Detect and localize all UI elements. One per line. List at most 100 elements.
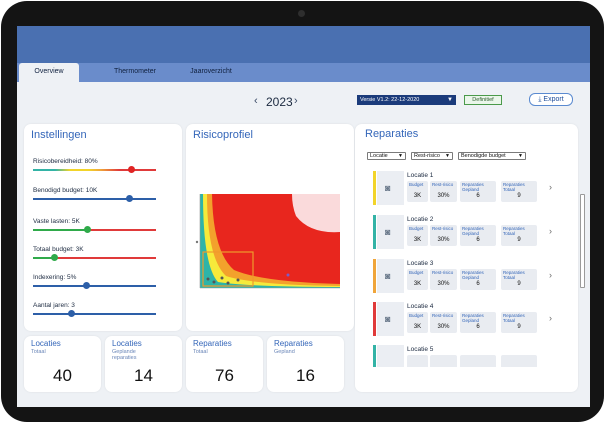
risk-color-bar [373, 345, 376, 367]
header-bar [17, 26, 590, 63]
years-slider[interactable] [33, 310, 156, 317]
metric-label: Reparaties Totaal [503, 313, 525, 323]
kpi-card-repairs-planned: Reparaties Gepland 16 [267, 336, 344, 392]
tab-thermometer[interactable]: Thermometer [113, 68, 156, 75]
risk-color-bar [373, 171, 376, 205]
setting-fixed-costs: Vaste lasten: 5K [33, 218, 163, 233]
metric-value: 3K [413, 237, 422, 243]
chevron-down-icon: ▼ [445, 153, 450, 159]
location-name: Locatie 3 [407, 260, 434, 267]
setting-indexation: Indexering: 5% [33, 274, 163, 289]
slider-handle[interactable] [125, 195, 133, 202]
filter-location[interactable]: Locatie ▼ [367, 152, 406, 160]
setting-label: Aantal jaren: 3 [33, 302, 75, 309]
metric-repairs-total: Reparaties Totaal 9 [501, 269, 537, 290]
fixed-costs-slider[interactable] [33, 226, 156, 233]
metric-value: 6 [476, 281, 480, 287]
metric-label: Reparaties Totaal [503, 270, 525, 280]
kpi-value: 76 [215, 366, 234, 385]
metric-value: 9 [517, 324, 521, 330]
metric-value: 30% [437, 281, 450, 287]
filter-required-budget[interactable]: Benodigde budget ▼ [458, 152, 526, 160]
metric-repairs-planned: Reparaties Gepland 6 [460, 312, 496, 333]
next-year-icon[interactable]: › [294, 95, 298, 107]
required-budget-slider[interactable] [33, 195, 156, 202]
repairs-title: Reparaties [365, 128, 419, 140]
slider-handle[interactable] [50, 254, 58, 261]
risk-profile-panel: Risicoprofiel [186, 124, 354, 331]
slider-handle[interactable] [68, 310, 76, 317]
camera-icon: ◙ [385, 271, 391, 281]
setting-label: Benodigd budget: 10K [33, 187, 98, 194]
prev-year-icon[interactable]: ‹ [254, 95, 258, 107]
version-dropdown[interactable]: Versie V1.2: 22-12-2020 ▼ [357, 95, 456, 105]
metric-repairs-planned: Reparaties Gepland 6 [460, 181, 496, 202]
metric-budget: Budget 3K [407, 269, 428, 290]
metric-budget [407, 355, 428, 367]
status-badge: Definitief [464, 95, 502, 105]
slider-handle[interactable] [84, 226, 92, 233]
chevron-right-icon[interactable]: › [549, 226, 552, 236]
setting-label: Totaal budget: 3K [33, 246, 84, 253]
metric-label: Budget [409, 313, 424, 318]
total-budget-slider[interactable] [33, 254, 156, 261]
setting-label: Vaste lasten: 5K [33, 218, 80, 225]
metric-budget: Budget 3K [407, 312, 428, 333]
slider-handle[interactable] [128, 166, 136, 173]
risk-color-bar [373, 259, 376, 293]
location-name: Locatie 1 [407, 172, 434, 179]
metric-value: 30% [437, 324, 450, 330]
data-point [206, 277, 210, 281]
export-label: Export [543, 96, 564, 103]
metric-rest-risk: Rest-risico 30% [430, 181, 457, 202]
metric-value: 3K [413, 193, 422, 199]
metric-label: Reparaties Gepland [462, 226, 484, 236]
metric-repairs-planned: Reparaties Gepland 6 [460, 225, 496, 246]
repair-list-item[interactable]: ◙ Locatie 2 Budget 3K Rest-risico 30% Repa… [373, 215, 565, 249]
camera-icon: ◙ [385, 314, 391, 324]
repair-list-item[interactable]: ◙ Locatie 3 Budget 3K Rest-risico 30% Repa… [373, 259, 565, 293]
repair-list-item[interactable]: Locatie 5 [373, 345, 565, 367]
export-button[interactable]: ⤓ Export [529, 93, 573, 106]
metric-budget: Budget 3K [407, 225, 428, 246]
tab-overview[interactable]: Overview [19, 63, 79, 82]
chevron-right-icon[interactable]: › [549, 182, 552, 192]
setting-years: Aantal jaren: 3 [33, 302, 163, 317]
data-point [220, 276, 224, 280]
metric-label: Reparaties Gepland [462, 182, 484, 192]
chevron-down-icon: ▼ [398, 153, 403, 159]
chevron-right-icon[interactable]: › [549, 270, 552, 280]
chevron-right-icon[interactable]: › [549, 313, 552, 323]
data-point [226, 281, 230, 285]
kpi-card-locations-total: Locaties Totaal 40 [24, 336, 101, 392]
tab-jaaroverzicht[interactable]: Jaaroverzicht [190, 68, 232, 75]
indexation-slider[interactable] [33, 282, 156, 289]
metric-label: Rest-risico [432, 226, 454, 231]
metric-value: 6 [476, 193, 480, 199]
location-photo: ◙ [377, 259, 404, 293]
metric-label: Rest-risico [432, 182, 454, 187]
metric-value: 9 [517, 237, 521, 243]
repair-list-item[interactable]: ◙ Locatie 4 Budget 3K Rest-risico 30% Repa… [373, 302, 565, 336]
filter-rest-risk[interactable]: Rest-risico ▼ [411, 152, 453, 160]
repair-list-item[interactable]: ◙ Locatie 1 Budget 3K Rest-risico 30% Repa… [373, 171, 565, 205]
metric-label: Budget [409, 270, 424, 275]
risk-color-bar [373, 215, 376, 249]
setting-total-budget: Totaal budget: 3K [33, 246, 163, 261]
risk-appetite-slider[interactable] [33, 166, 156, 173]
risk-color-bar [373, 302, 376, 336]
kpi-subtitle: Totaal [193, 349, 208, 355]
metric-value: 9 [517, 193, 521, 199]
repairs-scrollbar[interactable] [580, 194, 585, 288]
metric-value: 6 [476, 324, 480, 330]
setting-required-budget: Benodigd budget: 10K [33, 187, 163, 202]
metric-repairs-total: Reparaties Totaal 9 [501, 225, 537, 246]
data-point [286, 273, 290, 277]
location-photo: ◙ [377, 215, 404, 249]
app-screen: Overview Thermometer Jaaroverzicht ‹ 202… [17, 26, 590, 407]
axis-marker [195, 240, 199, 244]
kpi-title: Locaties [31, 339, 61, 348]
slider-handle[interactable] [82, 282, 90, 289]
metric-value: 30% [437, 237, 450, 243]
metric-label: Reparaties Totaal [503, 226, 525, 236]
